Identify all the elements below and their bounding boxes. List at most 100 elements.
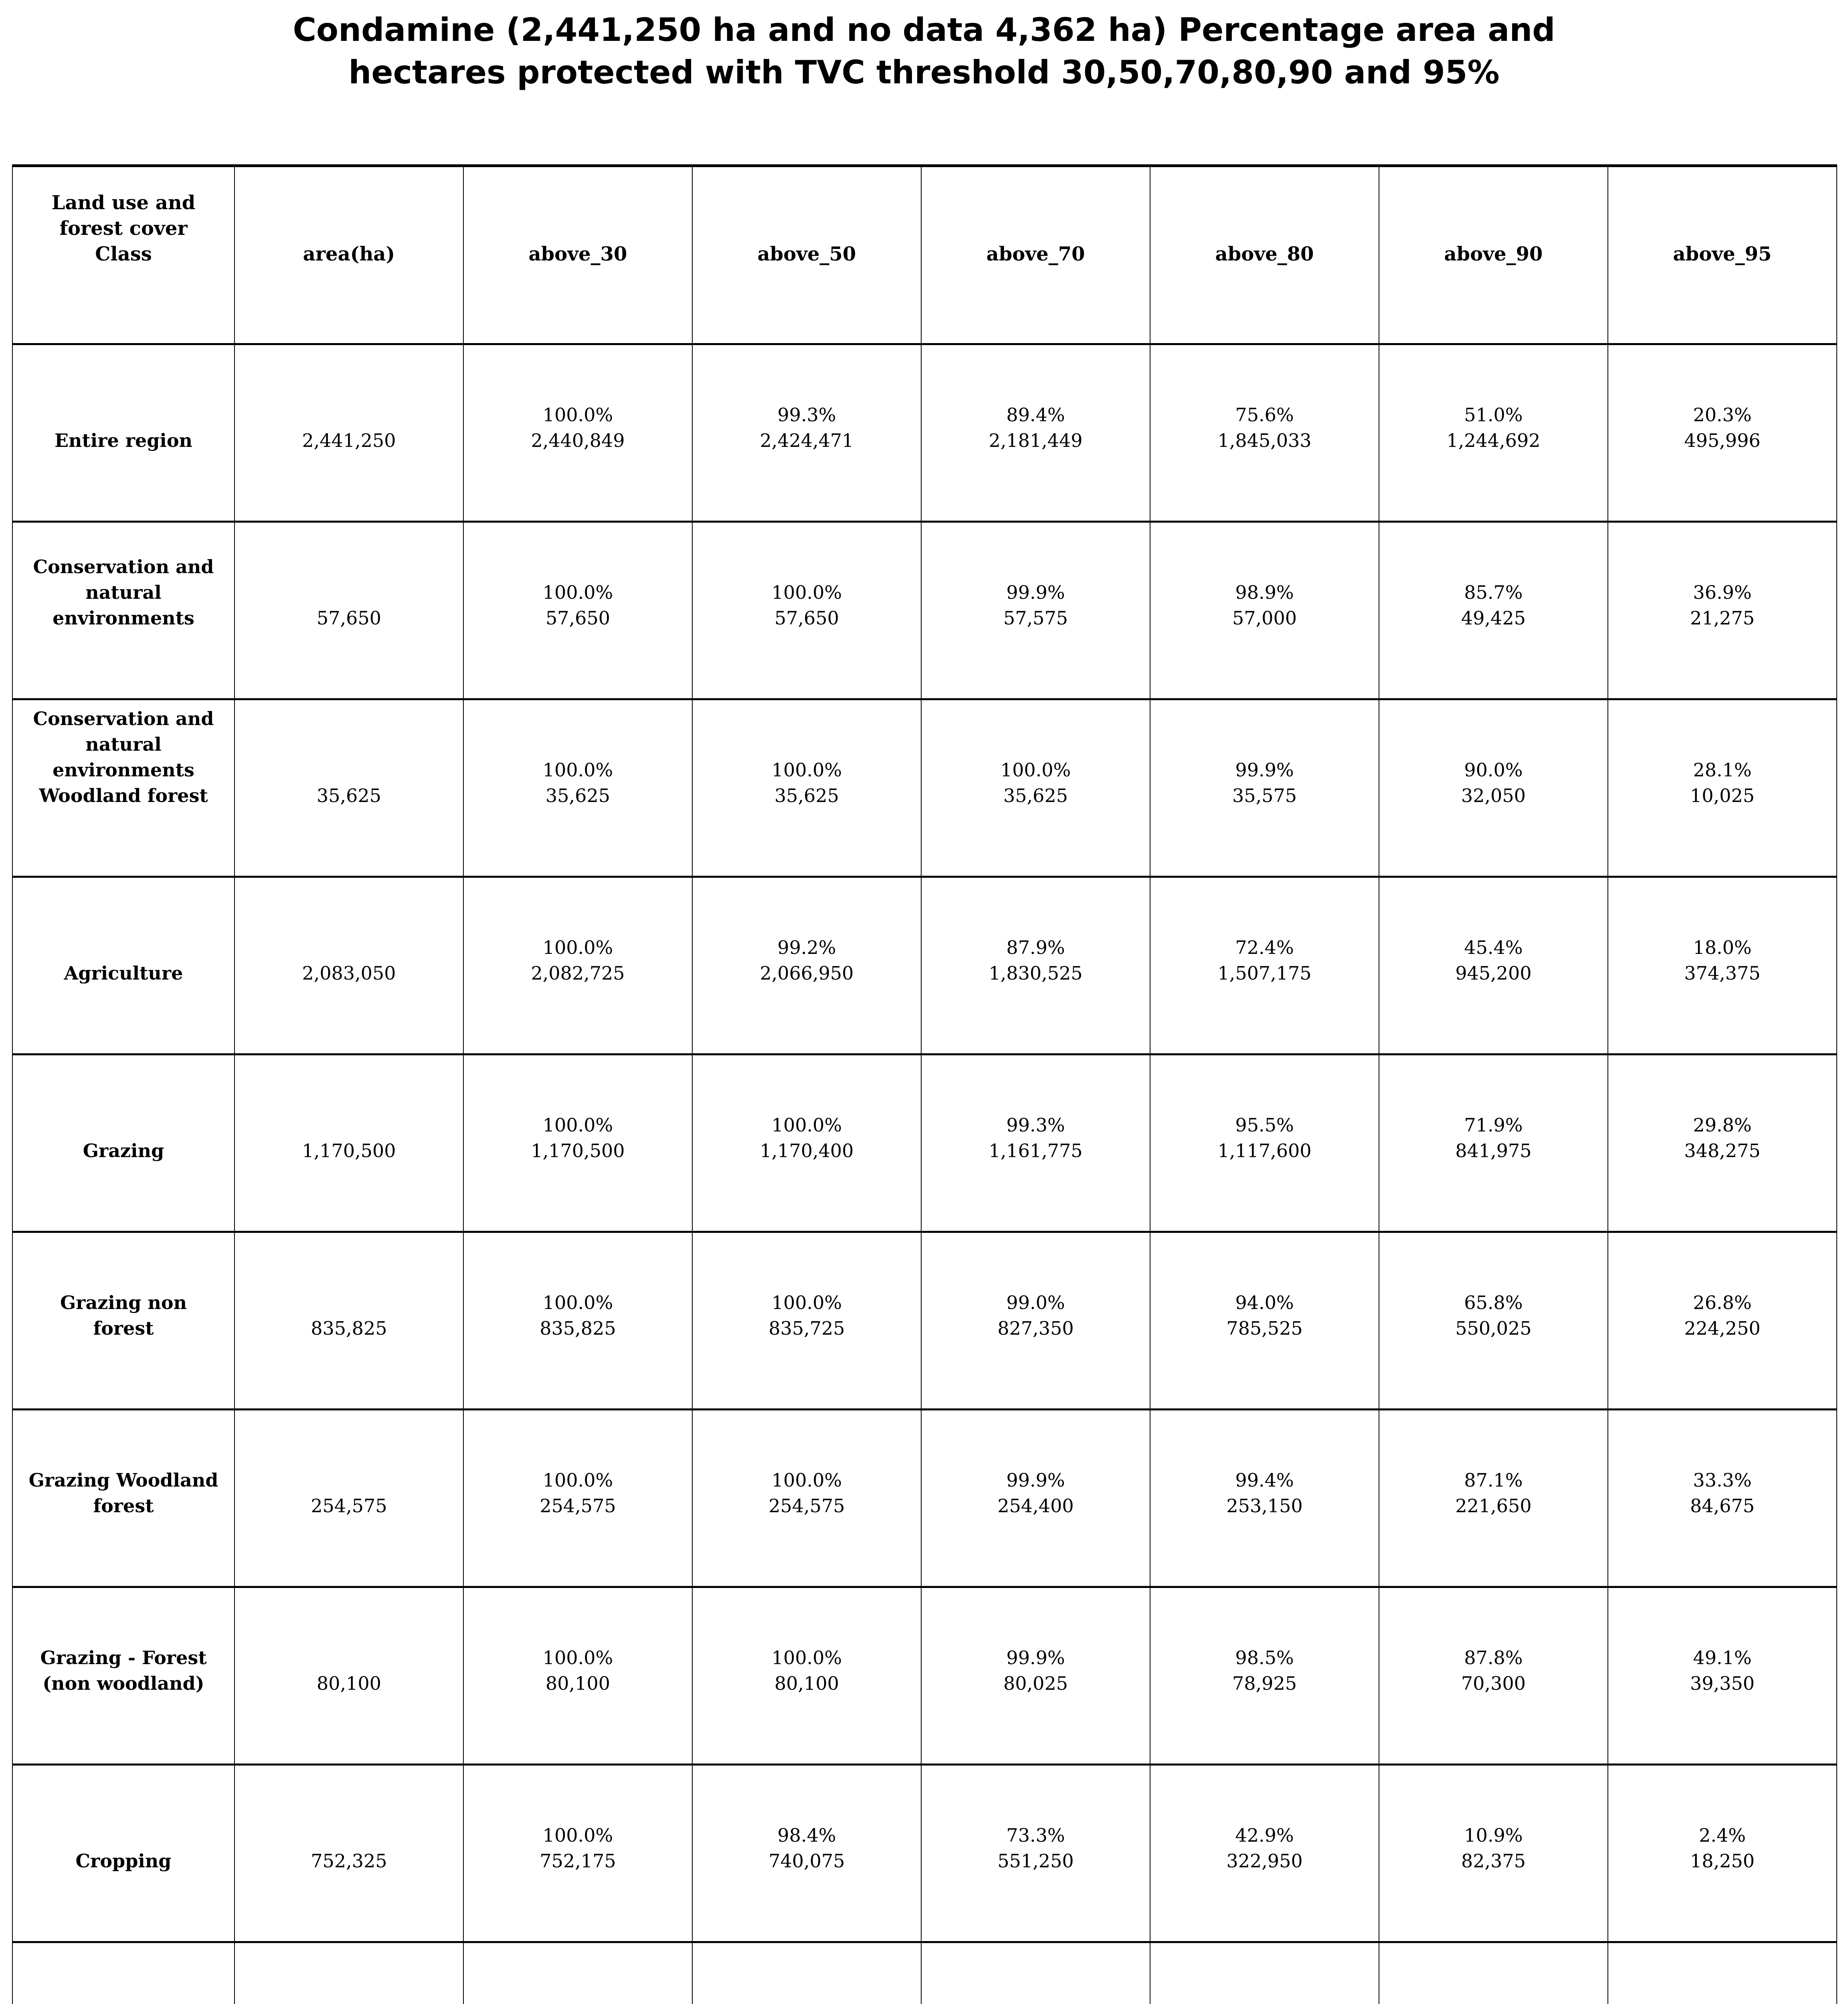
row-value-cell: 75.6% 1,845,033 [1150,344,1379,522]
row-value-cell: 29.8% 348,275 [1607,1054,1837,1232]
row-value-cell: 90.0% 32,050 [1379,699,1608,877]
row-value-cell: 100.0% 80,100 [692,1587,922,1765]
row-class-cell: Irrigation [12,1942,235,2004]
col-header-class: Land use and forest cover Class [12,166,235,344]
row-value-cell: 89.4% 2,181,449 [921,344,1150,522]
row-value-cell: 99.0% 827,350 [921,1232,1150,1410]
table-row: Irrigation159,95099.9% 159,77597.7% 156,… [12,1942,1837,2004]
row-value-cell: 100.0% 835,725 [692,1232,922,1410]
row-value-cell: 87.9% 1,830,525 [921,877,1150,1055]
row-value-cell: 4.9% 7,825 [1607,1942,1837,2004]
row-value-cell: 2.4% 18,250 [1607,1764,1837,1942]
row-value-cell: 99.9% 254,400 [921,1409,1150,1587]
row-class-cell: Conservation and natural environments [12,521,235,699]
row-value-cell: 100.0% 2,440,849 [463,344,693,522]
table-row: Grazing Woodland forest 254,575 100.0% 254… [12,1409,1837,1587]
row-value-cell: 100.0% 835,825 [463,1232,693,1410]
row-value-cell: 100.0% 254,575 [463,1409,693,1587]
row-value-cell: 98.9% 57,000 [1150,521,1379,699]
row-value-cell: 100.0% 254,575 [692,1409,922,1587]
col-header-above80: above_80 [1150,166,1379,344]
table-row: Grazing - Forest (non woodland) 80,100 100… [12,1587,1837,1765]
page-title: Condamine (2,441,250 ha and no data 4,36… [293,11,1555,91]
row-value-cell: 95.5% 1,117,600 [1150,1054,1379,1232]
row-area-cell: 57,650 [234,521,464,699]
row-value-cell: 99.9% 35,575 [1150,699,1379,877]
row-area-cell: 254,575 [234,1409,464,1587]
row-value-cell: 18.0% 374,375 [1607,877,1837,1055]
row-value-cell: 100.0% 80,100 [463,1587,693,1765]
row-value-cell: 100.0% 57,650 [463,521,693,699]
row-area-cell: 35,625 [234,699,464,877]
table-row: Cropping 752,325 100.0% 752,175 98.4% 740,0… [12,1764,1837,1942]
row-class-cell: Agriculture [12,877,235,1055]
row-value-cell: 26.8% 224,250 [1607,1232,1837,1410]
row-value-cell: 100.0% 1,170,500 [463,1054,693,1232]
row-value-cell: 100.0% 35,625 [463,699,693,877]
row-value-cell: 45.4% 945,200 [1379,877,1608,1055]
row-value-cell: 65.8% 550,025 [1379,1232,1608,1410]
row-area-cell: 159,950 [234,1942,464,2004]
row-class-cell: Grazing - Forest (non woodland) [12,1587,235,1765]
row-value-cell: 36.9% 21,275 [1607,521,1837,699]
row-value-cell: 42.9% 322,950 [1150,1764,1379,1942]
row-value-cell: 33.3% 84,675 [1607,1409,1837,1587]
row-value-cell: 49.1% 39,350 [1607,1587,1837,1765]
table-row: Agriculture 2,083,050 100.0% 2,082,725 99.2… [12,877,1837,1055]
row-area-cell: 752,325 [234,1764,464,1942]
row-value-cell: 41.5% 66,400 [1150,1942,1379,2004]
row-class-cell: Cropping [12,1764,235,1942]
table-row: Entire region 2,441,250 100.0% 2,440,849 99… [12,344,1837,522]
row-value-cell: 100.0% 752,175 [463,1764,693,1942]
col-header-above70: above_70 [921,166,1150,344]
row-value-cell: 100.0% 35,625 [921,699,1150,877]
row-value-cell: 99.9% 57,575 [921,521,1150,699]
row-class-cell: Grazing non forest [12,1232,235,1410]
row-value-cell: 20.3% 495,996 [1607,344,1837,522]
col-header-area: area(ha) [234,166,464,344]
row-class-cell: Grazing Woodland forest [12,1409,235,1587]
row-value-cell: 99.2% 2,066,950 [692,877,922,1055]
row-value-cell: 87.8% 70,300 [1379,1587,1608,1765]
row-value-cell: 98.4% 740,075 [692,1764,922,1942]
table-row: Conservation and natural environments 57,… [12,521,1837,699]
table-body: Entire region 2,441,250 100.0% 2,440,849 99… [12,344,1837,2004]
row-value-cell: 100.0% 2,082,725 [463,877,693,1055]
row-value-cell: 85.7% 49,425 [1379,521,1608,699]
table-header: Land use and forest cover Class area(ha)… [12,166,1837,344]
row-value-cell: 100.0% 1,170,400 [692,1054,922,1232]
col-header-above90: above_90 [1379,166,1608,344]
row-value-cell: 99.9% 159,775 [463,1942,693,2004]
col-header-above95: above_95 [1607,166,1837,344]
landuse-protection-table: Land use and forest cover Class area(ha)… [12,164,1837,2004]
row-area-cell: 2,441,250 [234,344,464,522]
row-value-cell: 99.3% 1,161,775 [921,1054,1150,1232]
table-row: Grazing 1,170,500 100.0% 1,170,500 100.0% 1… [12,1054,1837,1232]
row-value-cell: 97.7% 156,200 [692,1942,922,2004]
row-value-cell: 71.9% 841,975 [1379,1054,1608,1232]
row-value-cell: 99.4% 253,150 [1150,1409,1379,1587]
col-header-above50: above_50 [692,166,922,344]
row-value-cell: 51.0% 1,244,692 [1379,344,1608,522]
row-value-cell: 28.1% 10,025 [1607,699,1837,877]
col-header-above30: above_30 [463,166,693,344]
row-class-cell: Grazing [12,1054,235,1232]
row-value-cell: 100.0% 35,625 [692,699,922,877]
row-area-cell: 80,100 [234,1587,464,1765]
row-value-cell: 87.1% 221,650 [1379,1409,1608,1587]
row-class-cell: Entire region [12,344,235,522]
row-area-cell: 1,170,500 [234,1054,464,1232]
row-value-cell: 72.4% 1,507,175 [1150,877,1379,1055]
row-value-cell: 100.0% 57,650 [692,521,922,699]
row-area-cell: 835,825 [234,1232,464,1410]
row-value-cell: 73.3% 117,250 [921,1942,1150,2004]
row-value-cell: 73.3% 551,250 [921,1764,1150,1942]
table-header-row: Land use and forest cover Class area(ha)… [12,166,1837,344]
table-row: Grazing non forest 835,825 100.0% 835,825 1… [12,1232,1837,1410]
row-value-cell: 10.9% 82,375 [1379,1764,1608,1942]
row-value-cell: 98.5% 78,925 [1150,1587,1379,1765]
row-area-cell: 2,083,050 [234,877,464,1055]
row-value-cell: 94.0% 785,525 [1150,1232,1379,1410]
table-row: Conservation and natural environments Wo… [12,699,1837,877]
